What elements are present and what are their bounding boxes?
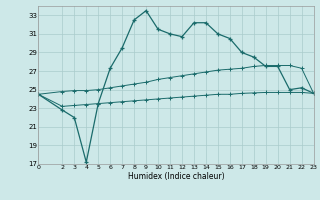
X-axis label: Humidex (Indice chaleur): Humidex (Indice chaleur) [128,172,224,181]
